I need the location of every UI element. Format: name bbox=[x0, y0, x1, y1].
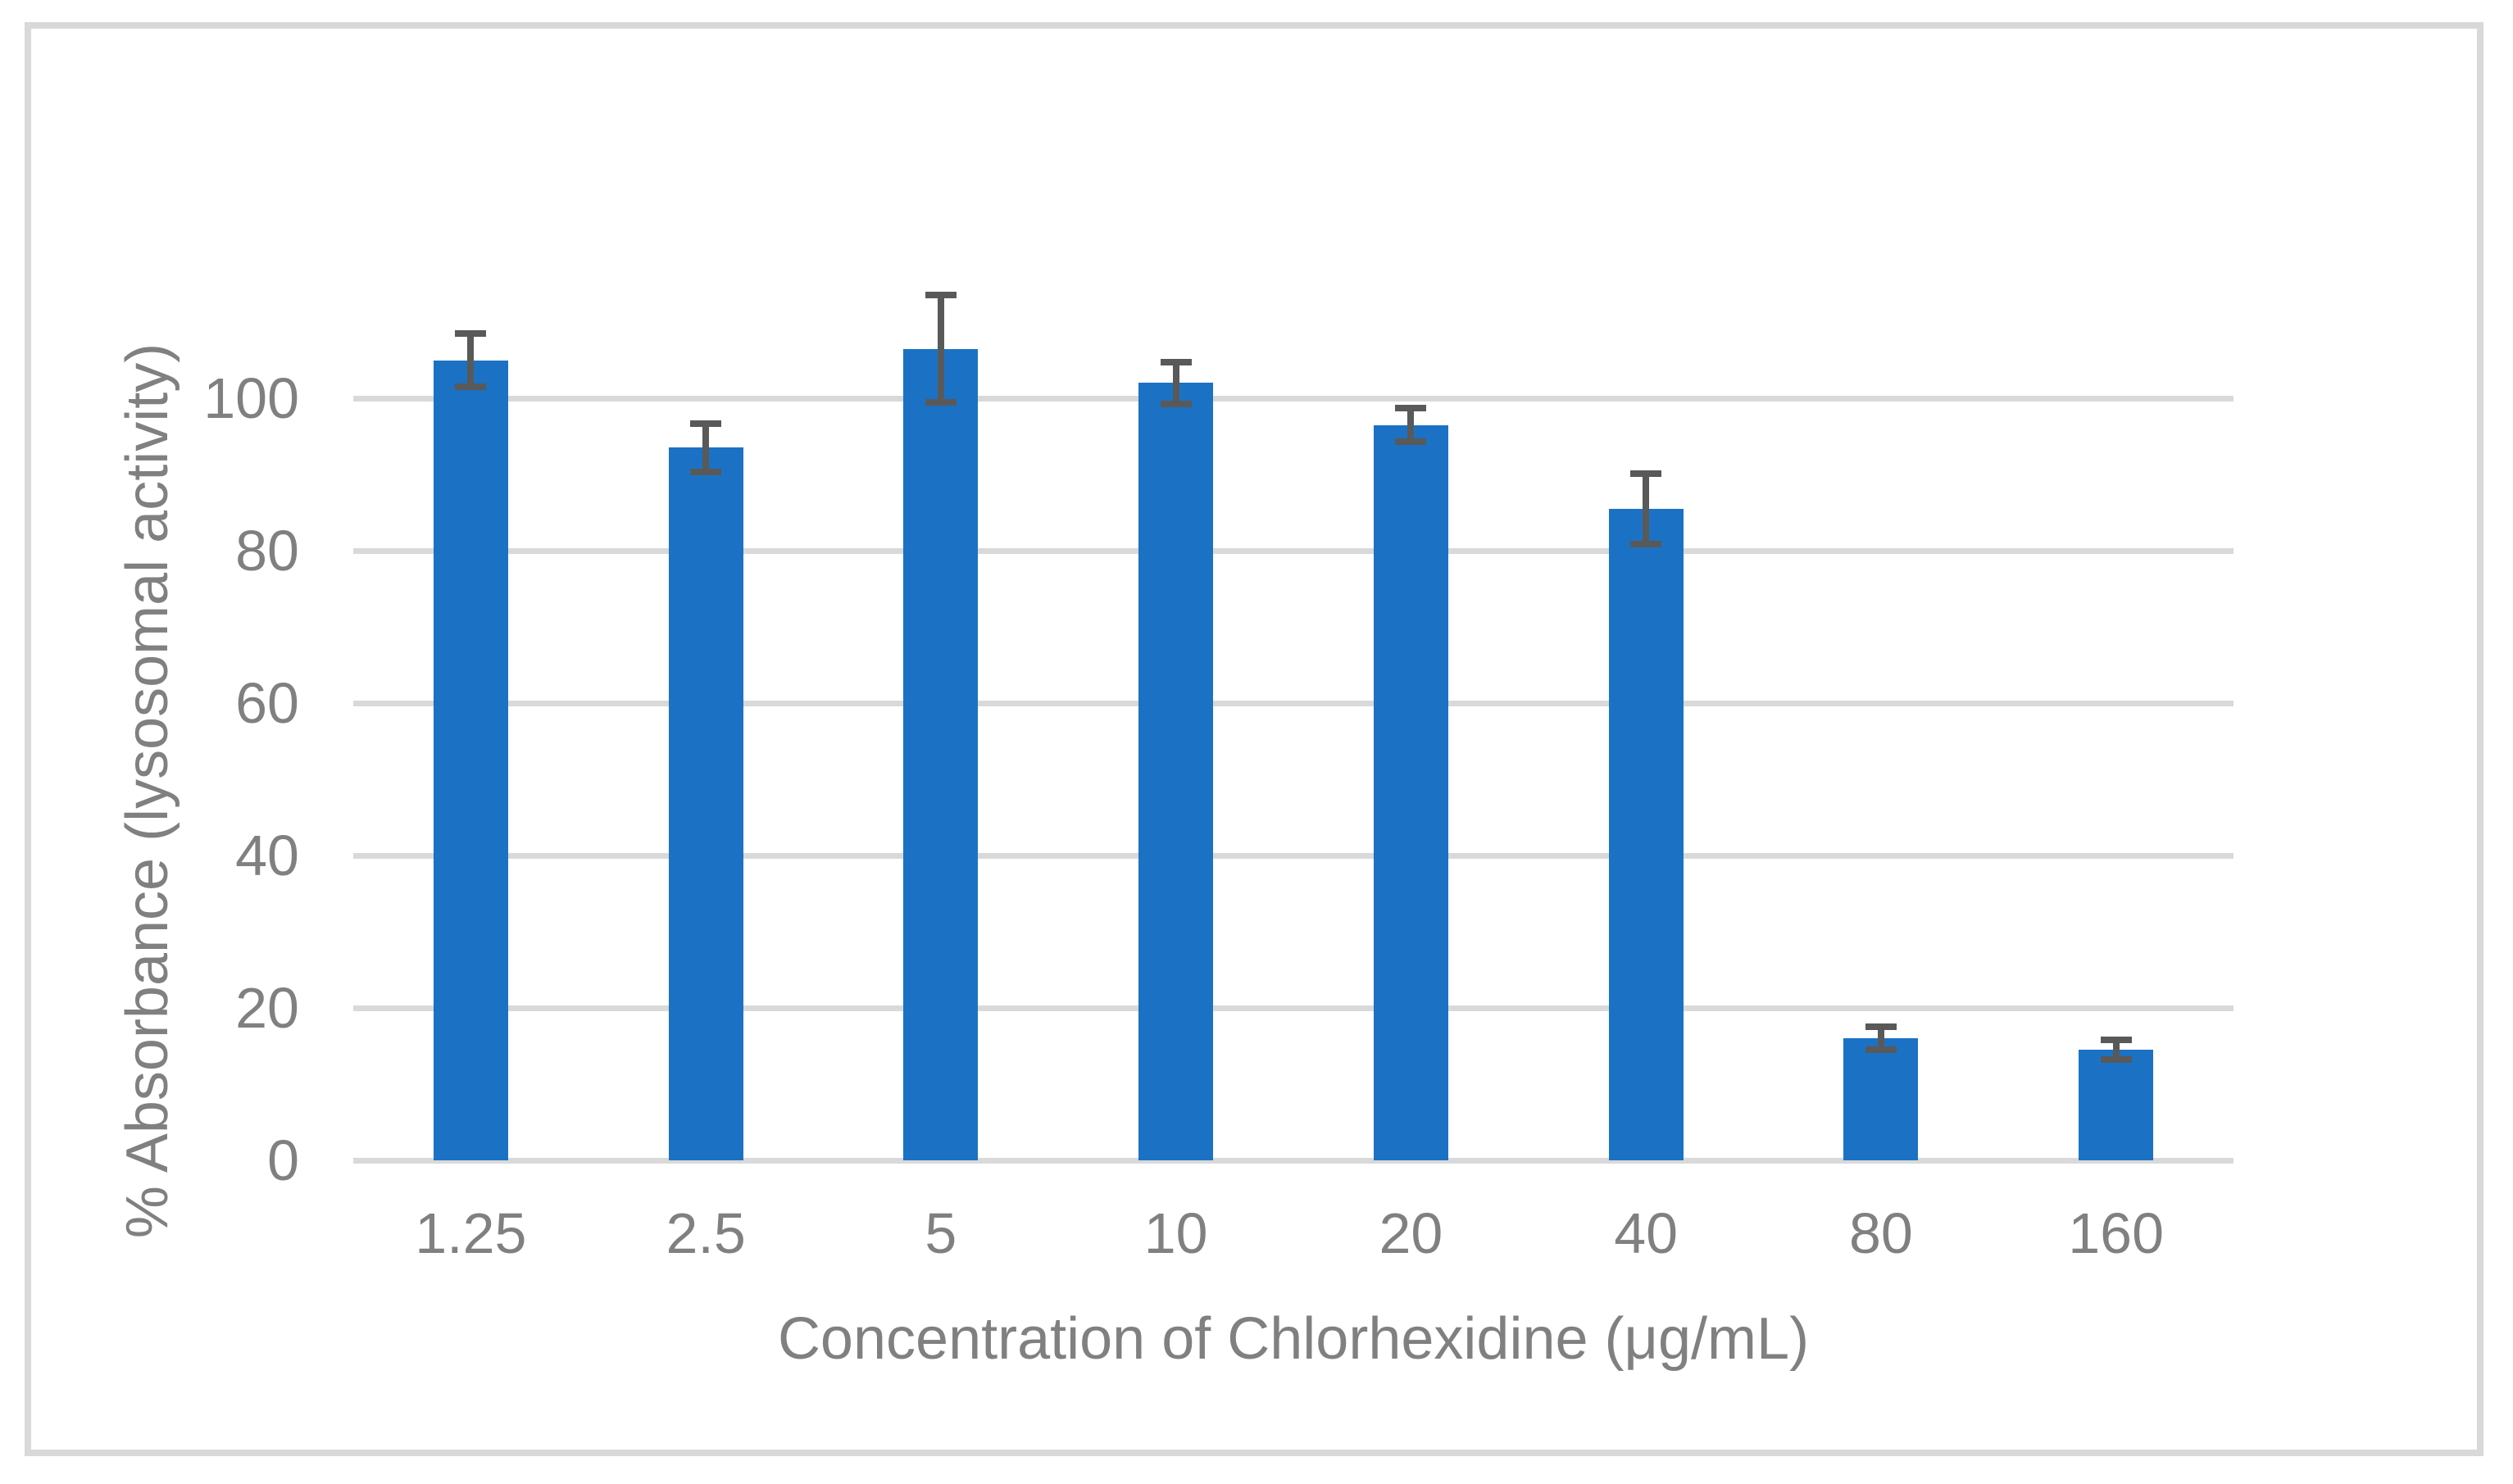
y-gridline bbox=[353, 1005, 2234, 1011]
bar bbox=[1608, 508, 1684, 1160]
y-tick-label: 20 bbox=[235, 976, 299, 1040]
error-bar-cap-bottom bbox=[455, 383, 487, 391]
error-bar-cap-top bbox=[1395, 405, 1427, 412]
x-tick-label: 40 bbox=[1614, 1201, 1679, 1265]
y-tick-label: 0 bbox=[267, 1128, 299, 1192]
error-bar-cap-bottom bbox=[2100, 1056, 2132, 1064]
y-gridline bbox=[353, 700, 2234, 706]
x-tick-label: 80 bbox=[1848, 1201, 1913, 1265]
error-bar-cap-top bbox=[925, 292, 957, 299]
x-tick-label: 5 bbox=[925, 1201, 957, 1265]
error-bar-stem bbox=[467, 333, 475, 388]
bar bbox=[668, 447, 743, 1160]
error-bar-stem bbox=[1643, 474, 1650, 544]
bar bbox=[903, 348, 979, 1160]
bar bbox=[2079, 1050, 2154, 1160]
x-tick-label: 10 bbox=[1143, 1201, 1208, 1265]
y-gridline bbox=[353, 852, 2234, 859]
y-gridline bbox=[353, 1157, 2234, 1164]
y-tick-label: 60 bbox=[235, 671, 299, 735]
error-bar-cap-top bbox=[1160, 359, 1192, 366]
error-bar-stem bbox=[937, 295, 944, 402]
y-axis-title-text: % Absorbance (lysosomal activity) bbox=[115, 343, 180, 1239]
bar bbox=[433, 360, 508, 1160]
y-tick-label: 100 bbox=[203, 366, 299, 430]
error-bar-cap-bottom bbox=[1865, 1046, 1897, 1054]
error-bar-cap-top bbox=[2100, 1037, 2132, 1044]
error-bar-cap-bottom bbox=[925, 398, 957, 406]
error-bar-stem bbox=[2112, 1040, 2120, 1060]
error-bar-stem bbox=[1877, 1027, 1884, 1051]
bar bbox=[1373, 424, 1448, 1160]
error-bar-stem bbox=[1407, 408, 1415, 442]
error-bar-stem bbox=[702, 423, 710, 473]
error-bar-cap-top bbox=[455, 329, 487, 337]
error-bar-cap-top bbox=[690, 420, 722, 427]
error-bar-cap-bottom bbox=[1630, 540, 1662, 547]
x-tick-label: 2.5 bbox=[666, 1201, 746, 1265]
y-tick-label: 80 bbox=[235, 519, 299, 583]
y-gridline bbox=[353, 395, 2234, 402]
y-gridline bbox=[353, 547, 2234, 554]
error-bar-stem bbox=[1172, 362, 1179, 404]
error-bar-cap-bottom bbox=[1395, 438, 1427, 445]
x-tick-label: 160 bbox=[2068, 1201, 2165, 1265]
x-axis-title: Concentration of Chlorhexidine (μg/mL) bbox=[777, 1306, 1810, 1372]
figure-border bbox=[25, 22, 2483, 1456]
x-tick-label: 1.25 bbox=[415, 1201, 527, 1265]
error-bar-cap-bottom bbox=[690, 469, 722, 476]
error-bar-cap-top bbox=[1630, 470, 1662, 478]
bar bbox=[1843, 1038, 1919, 1160]
y-tick-label: 40 bbox=[235, 824, 299, 887]
error-bar-cap-bottom bbox=[1160, 400, 1192, 407]
error-bar-cap-top bbox=[1865, 1023, 1897, 1031]
x-tick-label: 20 bbox=[1379, 1201, 1443, 1265]
bar bbox=[1138, 383, 1214, 1160]
